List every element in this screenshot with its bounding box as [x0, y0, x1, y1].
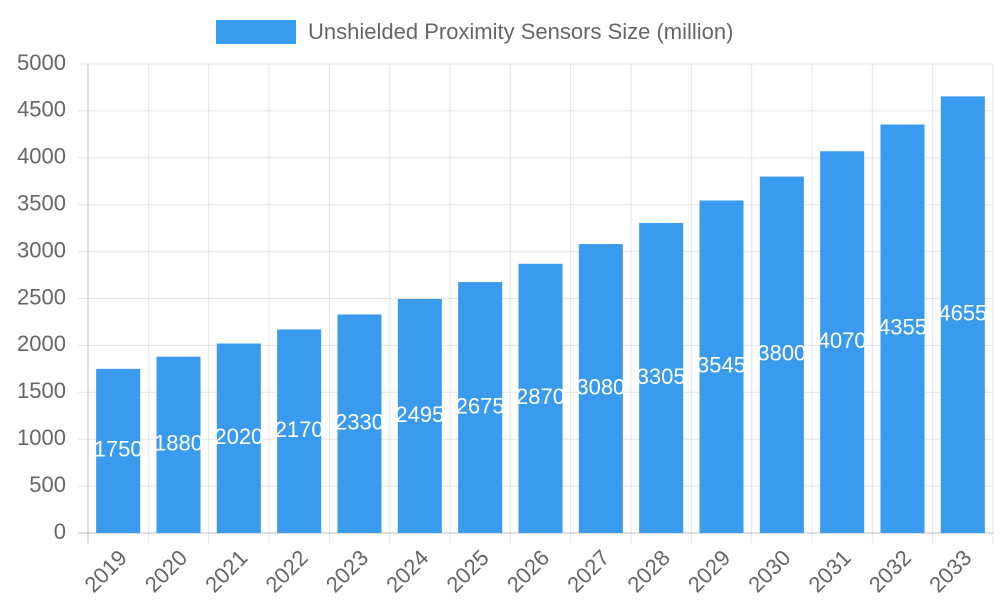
- data-label: 1750: [94, 437, 143, 462]
- x-tick-label: 2019: [80, 545, 132, 597]
- data-label: 2495: [395, 402, 444, 427]
- data-label: 4355: [878, 315, 927, 340]
- x-tick-label: 2026: [502, 545, 554, 597]
- y-tick-label: 3500: [17, 191, 66, 216]
- bar: [578, 244, 623, 533]
- legend-label: Unshielded Proximity Sensors Size (milli…: [308, 19, 733, 44]
- legend-swatch: [216, 20, 296, 44]
- bar: [759, 176, 804, 533]
- x-tick-label: 2033: [924, 545, 976, 597]
- bar: [699, 200, 744, 533]
- data-label: 4070: [818, 328, 867, 353]
- y-tick-label: 4500: [17, 97, 66, 122]
- y-tick-label: 500: [29, 472, 66, 497]
- data-label: 4655: [938, 300, 987, 325]
- bar: [277, 329, 322, 533]
- bar: [940, 96, 985, 534]
- x-tick-label: 2028: [623, 545, 675, 597]
- bar: [820, 151, 865, 533]
- data-label: 2020: [214, 424, 263, 449]
- y-tick-label: 0: [54, 519, 66, 544]
- x-tick-label: 2020: [140, 545, 192, 597]
- data-label: 2330: [335, 410, 384, 435]
- bar: [397, 298, 442, 533]
- bar: [639, 222, 684, 533]
- bar: [518, 263, 563, 533]
- y-tick-label: 3000: [17, 237, 66, 262]
- x-tick-label: 2021: [200, 545, 252, 597]
- y-tick-label: 5000: [17, 50, 66, 75]
- x-tick-label: 2024: [381, 545, 433, 597]
- data-label: 2870: [516, 384, 565, 409]
- bar: [337, 314, 382, 533]
- bar: [880, 124, 925, 533]
- bar: [458, 282, 503, 533]
- y-tick-label: 1500: [17, 378, 66, 403]
- data-label: 2675: [456, 393, 505, 418]
- y-tick-label: 2500: [17, 284, 66, 309]
- data-label: 1880: [154, 431, 203, 456]
- x-tick-label: 2031: [804, 545, 856, 597]
- data-label: 3080: [576, 374, 625, 399]
- y-tick-label: 4000: [17, 144, 66, 169]
- x-tick-label: 2022: [261, 545, 313, 597]
- data-label: 2170: [275, 417, 324, 442]
- bar: [96, 368, 141, 533]
- data-label: 3800: [757, 341, 806, 366]
- bar: [216, 343, 261, 533]
- x-tick-label: 2025: [442, 545, 494, 597]
- data-label: 3305: [637, 364, 686, 389]
- x-tick-label: 2027: [562, 545, 614, 597]
- bar: [156, 356, 201, 533]
- y-tick-label: 1000: [17, 425, 66, 450]
- y-tick-label: 2000: [17, 331, 66, 356]
- x-tick-label: 2030: [743, 545, 795, 597]
- x-tick-label: 2032: [864, 545, 916, 597]
- x-tick-label: 2029: [683, 545, 735, 597]
- data-label: 3545: [697, 353, 746, 378]
- x-tick-label: 2023: [321, 545, 373, 597]
